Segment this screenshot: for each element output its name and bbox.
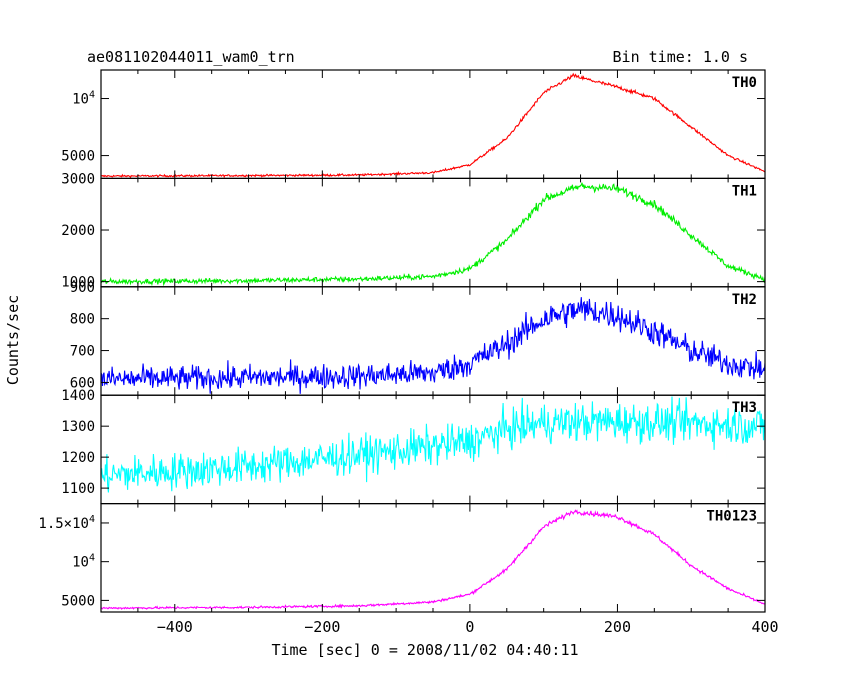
y-tick-label: 5000 bbox=[61, 149, 95, 165]
y-tick-label: 1400 bbox=[61, 388, 95, 404]
y-tick-label: 1200 bbox=[61, 450, 95, 466]
y-tick-label: 1000 bbox=[61, 275, 95, 291]
y-tick-label: 700 bbox=[70, 344, 95, 360]
panel-label: TH3 bbox=[732, 400, 757, 416]
series-line-th0123 bbox=[101, 509, 765, 611]
x-axis: −400 −200 0 200 400 bbox=[157, 618, 779, 636]
y-tick-label: 104 bbox=[72, 90, 95, 108]
panel-label: TH0 bbox=[732, 75, 757, 91]
panel-th0123: 5000 104 1.5×104 TH0123 bbox=[38, 503, 766, 613]
series-line-th3 bbox=[101, 396, 765, 493]
y-tick-label: 800 bbox=[70, 312, 95, 328]
y-tick-label: 900 bbox=[70, 280, 95, 296]
y-tick-label: 1300 bbox=[61, 419, 95, 435]
panel-label: TH0123 bbox=[706, 509, 757, 525]
x-tick-label: 200 bbox=[604, 618, 631, 636]
panels-group: 5000 104 TH0 1000 2000 3000 TH1 600 700 800 900 TH2… bbox=[38, 69, 766, 613]
series-line-th1 bbox=[101, 182, 765, 287]
y-tick-label: 1100 bbox=[61, 481, 95, 497]
panel-th2: 600 700 800 900 TH2 bbox=[70, 280, 766, 396]
series-line-th0 bbox=[101, 72, 765, 179]
chart-title: ae081102044011_wam0_trn bbox=[87, 48, 295, 66]
panel-frame bbox=[100, 69, 766, 180]
panel-frame bbox=[100, 177, 766, 288]
panel-frame bbox=[100, 503, 766, 613]
bin-time-label: Bin time: 1.0 s bbox=[613, 48, 748, 66]
x-tick-label: −400 bbox=[157, 618, 193, 636]
panel-th0: 5000 104 TH0 bbox=[61, 69, 766, 180]
panel-th3: 1100 1200 1300 1400 TH3 bbox=[61, 388, 766, 505]
panel-th1: 1000 2000 3000 TH1 bbox=[61, 171, 766, 291]
series-line-th2 bbox=[101, 297, 765, 394]
panel-label: TH2 bbox=[732, 292, 757, 308]
y-tick-label: 2000 bbox=[61, 223, 95, 239]
x-tick-label: 400 bbox=[751, 618, 778, 636]
y-tick-label: 1.5×104 bbox=[38, 514, 95, 532]
x-tick-label: −200 bbox=[304, 618, 340, 636]
y-tick-label: 5000 bbox=[61, 593, 95, 609]
x-axis-label: Time [sec] 0 = 2008/11/02 04:40:11 bbox=[271, 641, 578, 659]
y-axis-label: Counts/sec bbox=[4, 295, 22, 385]
y-tick-label: 3000 bbox=[61, 171, 95, 187]
y-tick-label: 104 bbox=[72, 553, 95, 571]
y-tick-label: 600 bbox=[70, 375, 95, 391]
x-tick-label: 0 bbox=[465, 618, 474, 636]
panel-label: TH1 bbox=[732, 183, 757, 199]
